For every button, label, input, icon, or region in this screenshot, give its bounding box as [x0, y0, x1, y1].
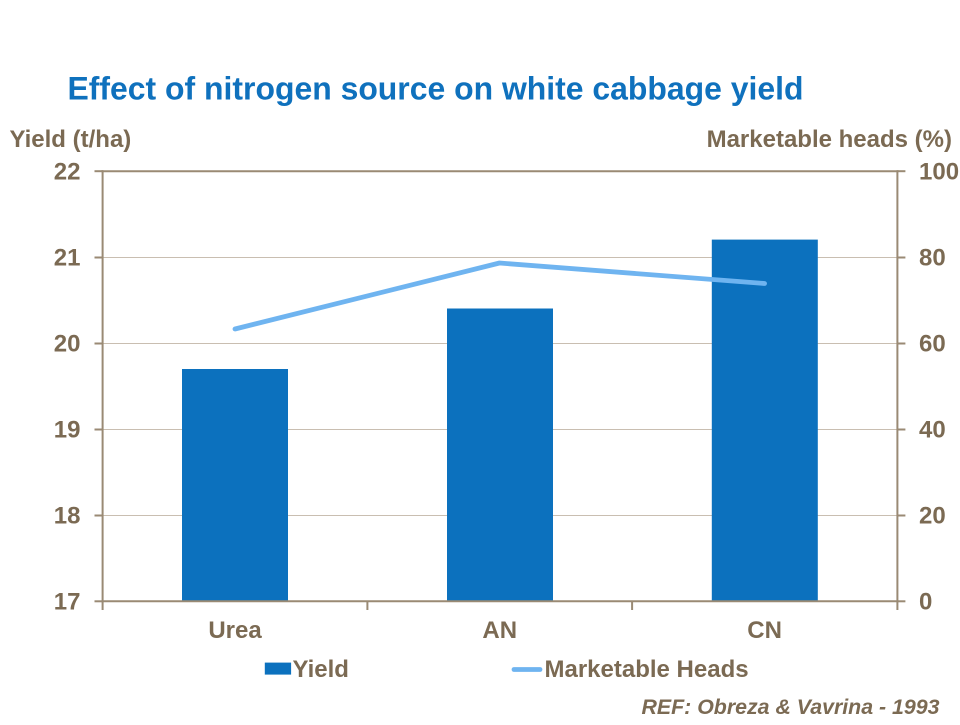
- svg-text:22: 22: [54, 159, 81, 186]
- svg-text:AN: AN: [482, 617, 517, 644]
- svg-text:18: 18: [54, 503, 81, 530]
- svg-text:Marketable Heads: Marketable Heads: [545, 656, 749, 683]
- svg-text:19: 19: [54, 417, 81, 444]
- svg-text:17: 17: [54, 589, 81, 616]
- svg-text:20: 20: [919, 503, 946, 530]
- svg-text:80: 80: [919, 245, 946, 272]
- svg-text:Marketable heads (%): Marketable heads (%): [707, 126, 952, 153]
- svg-text:CN: CN: [747, 617, 782, 644]
- svg-text:Urea: Urea: [208, 617, 262, 644]
- svg-text:21: 21: [54, 245, 81, 272]
- svg-text:Yield (t/ha): Yield (t/ha): [10, 126, 132, 153]
- svg-text:REF: Obreza & Vavrina - 1993: REF: Obreza & Vavrina - 1993: [642, 695, 940, 719]
- svg-text:Yield: Yield: [293, 656, 349, 683]
- svg-text:0: 0: [919, 589, 932, 616]
- svg-text:100: 100: [919, 159, 959, 186]
- svg-text:60: 60: [919, 331, 946, 358]
- svg-text:20: 20: [54, 331, 81, 358]
- svg-text:Effect of nitrogen source on w: Effect of nitrogen source on white cabba…: [68, 71, 804, 107]
- svg-text:40: 40: [919, 417, 946, 444]
